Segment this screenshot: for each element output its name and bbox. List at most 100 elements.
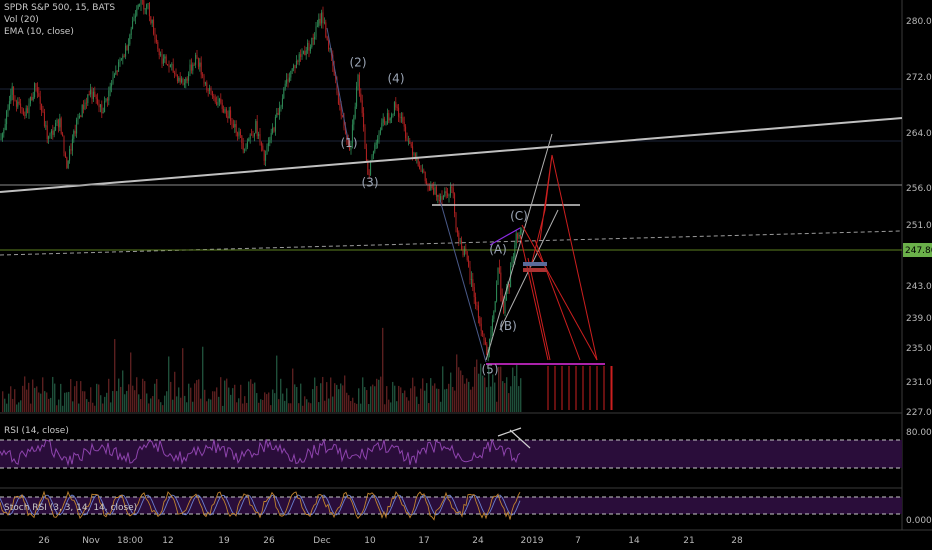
candle-body	[445, 191, 447, 194]
candle-body	[7, 108, 9, 112]
volume-bar	[468, 381, 470, 412]
candle-body	[454, 193, 456, 214]
volume-bar	[370, 386, 372, 412]
candle-body	[417, 158, 419, 166]
volume-bar	[222, 405, 224, 412]
candle-body	[301, 53, 303, 57]
x-tick-label: 17	[418, 536, 429, 546]
volume-bar	[24, 376, 26, 412]
volume-bar	[478, 373, 480, 412]
projection-arrow	[531, 154, 553, 263]
candle-body	[286, 79, 288, 84]
volume-bar	[304, 396, 306, 412]
volume-bar	[78, 403, 80, 412]
y-tick-label: 239.00	[906, 314, 932, 324]
candle-body	[459, 240, 461, 242]
volume-bar	[176, 396, 178, 412]
volume-bar	[122, 370, 124, 412]
axes: 280.00272.00264.00256.00251.00247.00243.…	[38, 17, 932, 546]
projection-arrow	[519, 234, 549, 361]
candle-body	[444, 191, 446, 196]
volume-bar	[334, 383, 336, 412]
candle-body	[192, 64, 194, 71]
candle-body	[172, 64, 174, 73]
candle-body	[269, 140, 271, 143]
candle-body	[423, 170, 425, 172]
volume-bar	[356, 403, 358, 412]
volume-bar	[188, 383, 190, 412]
volume-bar	[296, 386, 298, 412]
candle-body	[428, 185, 430, 191]
candle-body	[188, 73, 190, 81]
projection-arrow	[551, 154, 598, 361]
candle-body	[466, 251, 468, 260]
candle-body	[512, 256, 514, 258]
candle-body	[175, 73, 177, 75]
volume-bar	[462, 375, 464, 412]
y-tick-label: 227.00	[906, 408, 932, 418]
candle-body	[283, 88, 285, 99]
volume-bar	[248, 381, 250, 412]
candle-body	[230, 110, 232, 122]
candle-body	[122, 55, 124, 59]
volume-bar	[378, 379, 380, 412]
candle-body	[421, 170, 423, 172]
candle-body	[123, 55, 125, 57]
volume-bar	[50, 397, 52, 412]
candle-body	[217, 101, 219, 105]
volume-bar	[116, 391, 118, 412]
candle-body	[393, 102, 395, 115]
volume-bar	[8, 393, 10, 412]
candle-body	[249, 134, 251, 139]
wave-label: (A)	[489, 243, 507, 257]
candle-body	[382, 118, 384, 123]
candle-body	[440, 196, 442, 201]
volume-bar	[318, 402, 320, 412]
volume-bar	[514, 376, 516, 412]
candle-body	[493, 311, 495, 319]
candle-body	[56, 119, 58, 124]
candle-body	[4, 124, 6, 130]
volume-bar	[456, 354, 458, 412]
volume-bar	[234, 384, 236, 412]
volume-bar	[470, 389, 472, 412]
volume-bar	[208, 398, 210, 412]
candle-body	[491, 318, 493, 331]
rsi-legend: RSI (14, close)	[4, 426, 69, 436]
volume-bar	[332, 396, 334, 412]
volume-bar	[120, 386, 122, 412]
candle-body	[396, 107, 398, 109]
candle-body	[389, 118, 391, 121]
candle-body	[3, 129, 5, 134]
candle-body	[158, 48, 160, 56]
candle-body	[329, 48, 331, 50]
candle-body	[399, 116, 401, 118]
candle-body	[304, 51, 306, 56]
candle-body	[31, 96, 33, 101]
volume-bar	[196, 380, 198, 412]
volume-bar	[384, 404, 386, 412]
candle-body	[435, 186, 437, 197]
candle-body	[486, 344, 488, 355]
stoch-legend: Stoch RSI (3, 3, 14, 14, close)	[4, 503, 138, 513]
volume-bar	[398, 385, 400, 412]
candle-body	[238, 131, 240, 137]
candle-body	[381, 122, 383, 130]
y-tick-label: 272.00	[906, 73, 932, 83]
candle-body	[437, 195, 439, 197]
candle-body	[339, 103, 341, 106]
volume-bar	[518, 386, 520, 412]
candle-body	[480, 323, 482, 331]
volume-bar	[280, 378, 282, 412]
volume-bar	[380, 376, 382, 412]
volume-bar	[2, 391, 4, 412]
candle-body	[354, 106, 356, 118]
candle-body	[442, 195, 444, 200]
volume-bar	[366, 390, 368, 412]
candle-body	[335, 75, 337, 79]
candle-body	[11, 86, 13, 95]
volume-bar	[492, 374, 494, 412]
volume-bar	[442, 366, 444, 412]
volume-bar	[126, 390, 128, 412]
